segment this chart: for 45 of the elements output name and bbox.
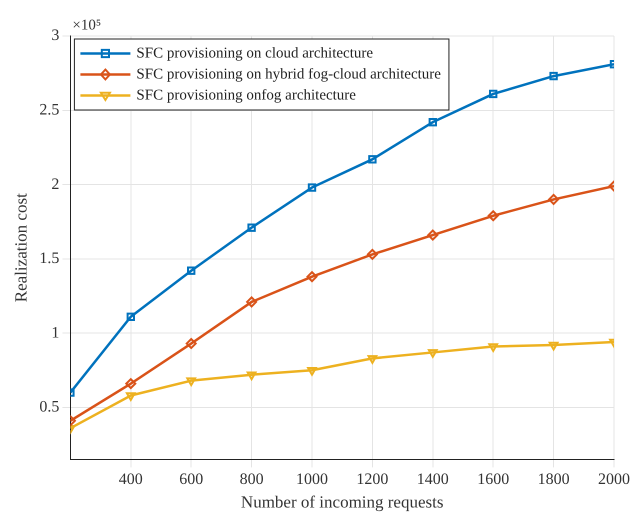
x-tick-label: 1800 (538, 471, 570, 488)
x-axis-title: Number of incoming requests (240, 492, 444, 512)
y-tick-label: 0.5 (39, 398, 60, 416)
x-tick-label: 1200 (356, 471, 388, 488)
point (125, 378, 136, 390)
point (488, 210, 499, 222)
legend-label: SFC provisioning on cloud architecture (136, 45, 374, 62)
point (428, 349, 438, 358)
point (246, 296, 258, 308)
y-axis-title: Realization cost (12, 192, 31, 302)
x-tick-label: 1600 (477, 471, 510, 488)
point (368, 155, 377, 164)
point (246, 371, 256, 380)
point (187, 266, 196, 275)
point (126, 312, 135, 321)
point (366, 248, 378, 260)
point (186, 377, 196, 386)
point (427, 230, 438, 241)
text: ×10⁵ (72, 17, 102, 34)
point (548, 194, 560, 205)
x-tick-label: 1000 (296, 471, 328, 488)
point (306, 271, 318, 282)
y-tick-label: 2.5 (39, 101, 60, 118)
point (247, 223, 256, 232)
point (488, 343, 498, 352)
x-tick-label: 600 (179, 471, 204, 488)
y-tick-label: 1 (51, 324, 60, 342)
point (489, 90, 498, 98)
legend-label: SFC provisioning onfog architecture (136, 87, 356, 104)
point (126, 392, 136, 402)
y-tick-label: 1.5 (39, 250, 60, 268)
point (368, 355, 378, 364)
point (307, 367, 317, 376)
point (549, 72, 558, 80)
y-tick-label: 3 (51, 27, 60, 44)
point (308, 183, 316, 192)
point (186, 338, 197, 350)
legend-label: SFC provisioning on hybrid fog-cloud architecture (136, 66, 442, 82)
x-tick-label: 2000 (598, 471, 630, 488)
x-tick-label: 1400 (416, 471, 449, 488)
x-tick-label: 400 (118, 471, 143, 488)
x-tick-label: 800 (240, 471, 264, 488)
point (548, 342, 558, 351)
y-tick-label: 2 (51, 176, 60, 193)
point (428, 118, 437, 126)
